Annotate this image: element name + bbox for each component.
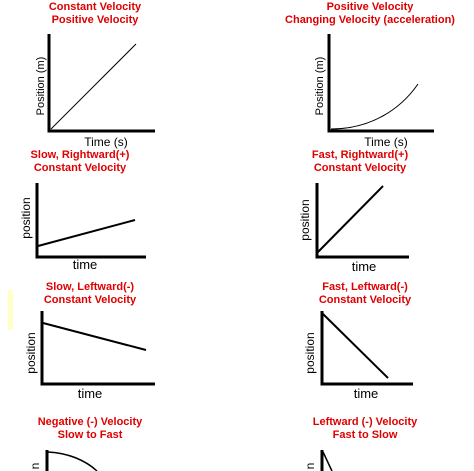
graph-2-title-line2: Changing Velocity (acceleration) [285,14,455,26]
graph-7-title-line2: Slow to Fast [57,429,123,441]
graph-1: Position (m) Time (s) [35,34,155,149]
graph-5-title-line1: Slow, Leftward(-) [45,281,135,293]
graph-5-xlabel: time [78,386,103,401]
graph-5-ylabel: position [24,332,38,373]
graph-3-xlabel: time [73,257,98,272]
graph-2-axes [327,34,434,133]
graph-7: n [28,450,98,471]
graph-1-axes [47,34,155,133]
graph-1-title-line2: Positive Velocity [51,14,139,26]
graph-4-title-line1: Fast, Rightward(+) [311,149,409,161]
graph-6-xlabel: time [354,386,379,401]
graph-8-title-line1: Leftward (-) Velocity [312,416,418,428]
graph-2: Position (m) Time (s) [314,34,434,149]
graph-2-title: Positive Velocity Changing Velocity (acc… [270,1,470,27]
graph-3-title-line1: Slow, Rightward(+) [30,149,130,161]
graph-3: position time [19,183,146,272]
graph-3-title-line2: Constant Velocity [33,162,127,174]
graph-5-axes [40,311,155,386]
graph-3-ylabel: position [19,197,33,238]
graph-7-title: Negative (-) Velocity Slow to Fast [10,416,170,442]
graph-7-curve [47,451,98,471]
graph-7-ylabel: n [28,463,42,470]
graph-2-ylabel: Position (m) [314,57,326,116]
graph-2-title-line1: Positive Velocity [326,1,414,13]
graph-6-title: Fast, Leftward(-) Constant Velocity [285,281,445,307]
graph-6-title-line2: Constant Velocity [318,294,412,306]
graph-4-axes [315,183,409,259]
graph-3-curve [37,219,136,247]
graph-4-xlabel: time [352,259,377,274]
graph-6-ylabel: position [303,332,317,373]
graph-7-title-line1: Negative (-) Velocity [37,416,143,428]
graph-8-ylabel: n [303,463,317,470]
highlight-mark [8,290,13,330]
graph-2-xlabel: Time (s) [364,135,408,149]
graph-4-ylabel: position [298,199,312,240]
graph-8-curve [322,451,333,471]
graph-8: n [303,450,333,471]
graph-5: position time [24,311,155,401]
graph-4-curve [317,185,384,253]
graph-1-title: Constant Velocity Positive Velocity [10,1,180,27]
graph-6: position time [303,311,413,401]
graph-1-title-line1: Constant Velocity [48,1,142,13]
graph-6-axes [320,311,413,386]
graph-1-curve [50,43,137,130]
graph-8-title-line2: Fast to Slow [332,429,398,441]
graph-3-title: Slow, Rightward(+) Constant Velocity [0,149,160,175]
graph-4: position time [298,183,409,274]
graph-8-title: Leftward (-) Velocity Fast to Slow [285,416,445,442]
graph-4-title: Fast, Rightward(+) Constant Velocity [280,149,440,175]
graph-6-curve [322,313,389,379]
graph-4-title-line2: Constant Velocity [313,162,407,174]
graph-5-title-line2: Constant Velocity [43,294,137,306]
graph-1-ylabel: Position (m) [35,57,47,116]
graph-2-curve [330,83,419,130]
graph-5-curve [42,322,147,351]
graph-1-xlabel: Time (s) [84,135,128,149]
graph-5-title: Slow, Leftward(-) Constant Velocity [10,281,170,307]
graph-6-title-line1: Fast, Leftward(-) [322,281,408,293]
graph-3-axes [35,183,146,259]
